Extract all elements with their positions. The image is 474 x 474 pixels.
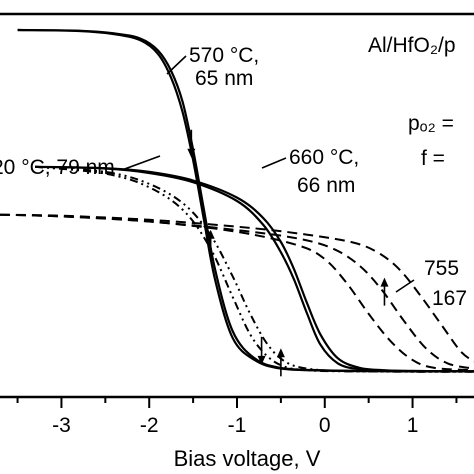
curves-layer	[0, 28, 474, 373]
arrows-layer	[187, 129, 389, 377]
sweep-arrow-head	[276, 348, 285, 358]
annotation-167: 167	[432, 287, 467, 310]
leader-20	[121, 155, 161, 171]
annotation-20-79nm: 20 °C, 79 nm	[0, 156, 115, 179]
x-tick-label: 1	[407, 414, 419, 437]
annotation-660: 660 °C,	[289, 146, 359, 169]
annotation-570: 570 °C,	[189, 44, 259, 67]
annotation-66nm: 66 nm	[297, 174, 355, 197]
x-tick-label: 0	[319, 414, 331, 437]
sweep-arrow-head	[380, 277, 389, 287]
series-2-sweep-1-line	[35, 165, 474, 373]
sweep-arrow-up	[380, 277, 389, 306]
series-1-sweep-1-line	[35, 165, 474, 373]
series-3-sweep-1-line	[0, 213, 474, 372]
series-0-sweep-1-line	[17, 28, 474, 373]
x-ticks-layer: -3 -2 -1 0 1	[16, 397, 458, 437]
annotation-f: f =	[421, 147, 445, 170]
x-tick-label: -3	[52, 414, 71, 437]
leader-755	[395, 279, 415, 293]
annotation-755: 755	[424, 257, 459, 280]
leader-lines	[121, 55, 415, 293]
series-3-sweep-2-line	[0, 213, 474, 363]
annotation-po2: pₒ₂ =	[408, 112, 454, 135]
annotation-device: Al/HfO₂/p	[368, 34, 456, 57]
x-axis-title: Bias voltage, V	[174, 446, 321, 471]
sweep-arrow-head	[206, 229, 215, 239]
sweep-arrow-down	[187, 129, 196, 158]
series-2-sweep-0-line	[35, 165, 474, 373]
annotation-65nm: 65 nm	[195, 67, 253, 90]
sweep-arrow-head	[257, 355, 266, 365]
sweep-arrow-down	[257, 336, 266, 365]
x-tick-label: -2	[140, 414, 159, 437]
sweep-arrow-up	[276, 348, 285, 377]
x-tick-label: -1	[228, 414, 247, 437]
leader-660	[261, 157, 287, 169]
annotations: 570 °C, 65 nm 660 °C, 66 nm 20 °C, 79 nm…	[0, 34, 467, 310]
sweep-arrow-head	[187, 148, 196, 158]
leader-570	[166, 55, 187, 75]
sweep-arrow-up	[206, 229, 215, 258]
